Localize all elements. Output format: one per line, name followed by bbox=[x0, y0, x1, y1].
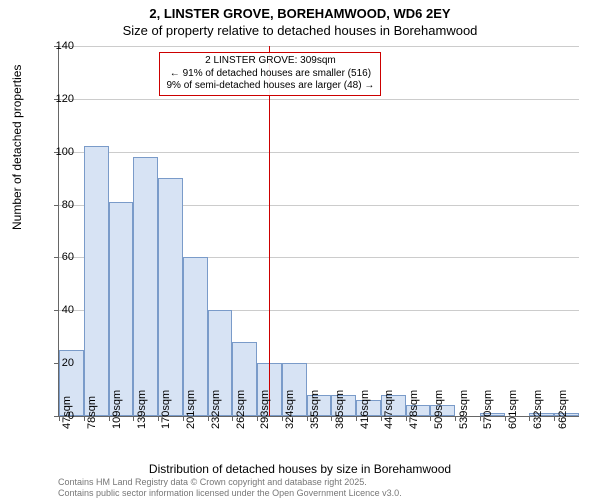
x-tick bbox=[232, 416, 233, 421]
x-axis-label: Distribution of detached houses by size … bbox=[0, 462, 600, 476]
annotation-box: 2 LINSTER GROVE: 309sqm← 91% of detached… bbox=[159, 52, 381, 96]
plot-area: 2 LINSTER GROVE: 309sqm← 91% of detached… bbox=[58, 46, 579, 417]
x-tick bbox=[430, 416, 431, 421]
annotation-line2: ← 91% of detached houses are smaller (51… bbox=[166, 68, 374, 81]
grid-line bbox=[59, 152, 579, 153]
x-tick bbox=[282, 416, 283, 421]
y-tick-label: 120 bbox=[46, 93, 74, 105]
x-tick bbox=[331, 416, 332, 421]
x-tick bbox=[406, 416, 407, 421]
footer-line1: Contains HM Land Registry data © Crown c… bbox=[58, 477, 402, 487]
x-tick bbox=[505, 416, 506, 421]
chart-container: 2, LINSTER GROVE, BOREHAMWOOD, WD6 2EY S… bbox=[0, 0, 600, 500]
x-tick bbox=[554, 416, 555, 421]
footer-attribution: Contains HM Land Registry data © Crown c… bbox=[58, 477, 402, 498]
x-tick bbox=[381, 416, 382, 421]
x-tick bbox=[133, 416, 134, 421]
y-tick-label: 20 bbox=[46, 357, 74, 369]
x-tick bbox=[109, 416, 110, 421]
x-tick bbox=[455, 416, 456, 421]
x-tick bbox=[208, 416, 209, 421]
histogram-bar bbox=[133, 157, 158, 416]
y-tick-label: 140 bbox=[46, 40, 74, 52]
x-tick bbox=[257, 416, 258, 421]
x-tick bbox=[84, 416, 85, 421]
x-tick bbox=[480, 416, 481, 421]
y-tick-label: 100 bbox=[46, 146, 74, 158]
annotation-line3: 9% of semi-detached houses are larger (4… bbox=[166, 80, 374, 93]
x-tick bbox=[307, 416, 308, 421]
x-tick bbox=[158, 416, 159, 421]
y-tick-label: 40 bbox=[46, 304, 74, 316]
histogram-bar bbox=[158, 178, 183, 416]
histogram-bar bbox=[84, 146, 109, 416]
x-tick bbox=[529, 416, 530, 421]
grid-line bbox=[59, 46, 579, 47]
grid-line bbox=[59, 99, 579, 100]
annotation-line1: 2 LINSTER GROVE: 309sqm bbox=[166, 55, 374, 68]
reference-line bbox=[269, 46, 270, 416]
y-tick-label: 80 bbox=[46, 199, 74, 211]
x-tick bbox=[356, 416, 357, 421]
chart-title-line2: Size of property relative to detached ho… bbox=[0, 21, 600, 38]
y-tick-label: 60 bbox=[46, 251, 74, 263]
footer-line2: Contains public sector information licen… bbox=[58, 488, 402, 498]
histogram-bar bbox=[109, 202, 134, 416]
chart-title-line1: 2, LINSTER GROVE, BOREHAMWOOD, WD6 2EY bbox=[0, 0, 600, 21]
y-axis-label: Number of detached properties bbox=[10, 65, 24, 230]
x-tick bbox=[183, 416, 184, 421]
